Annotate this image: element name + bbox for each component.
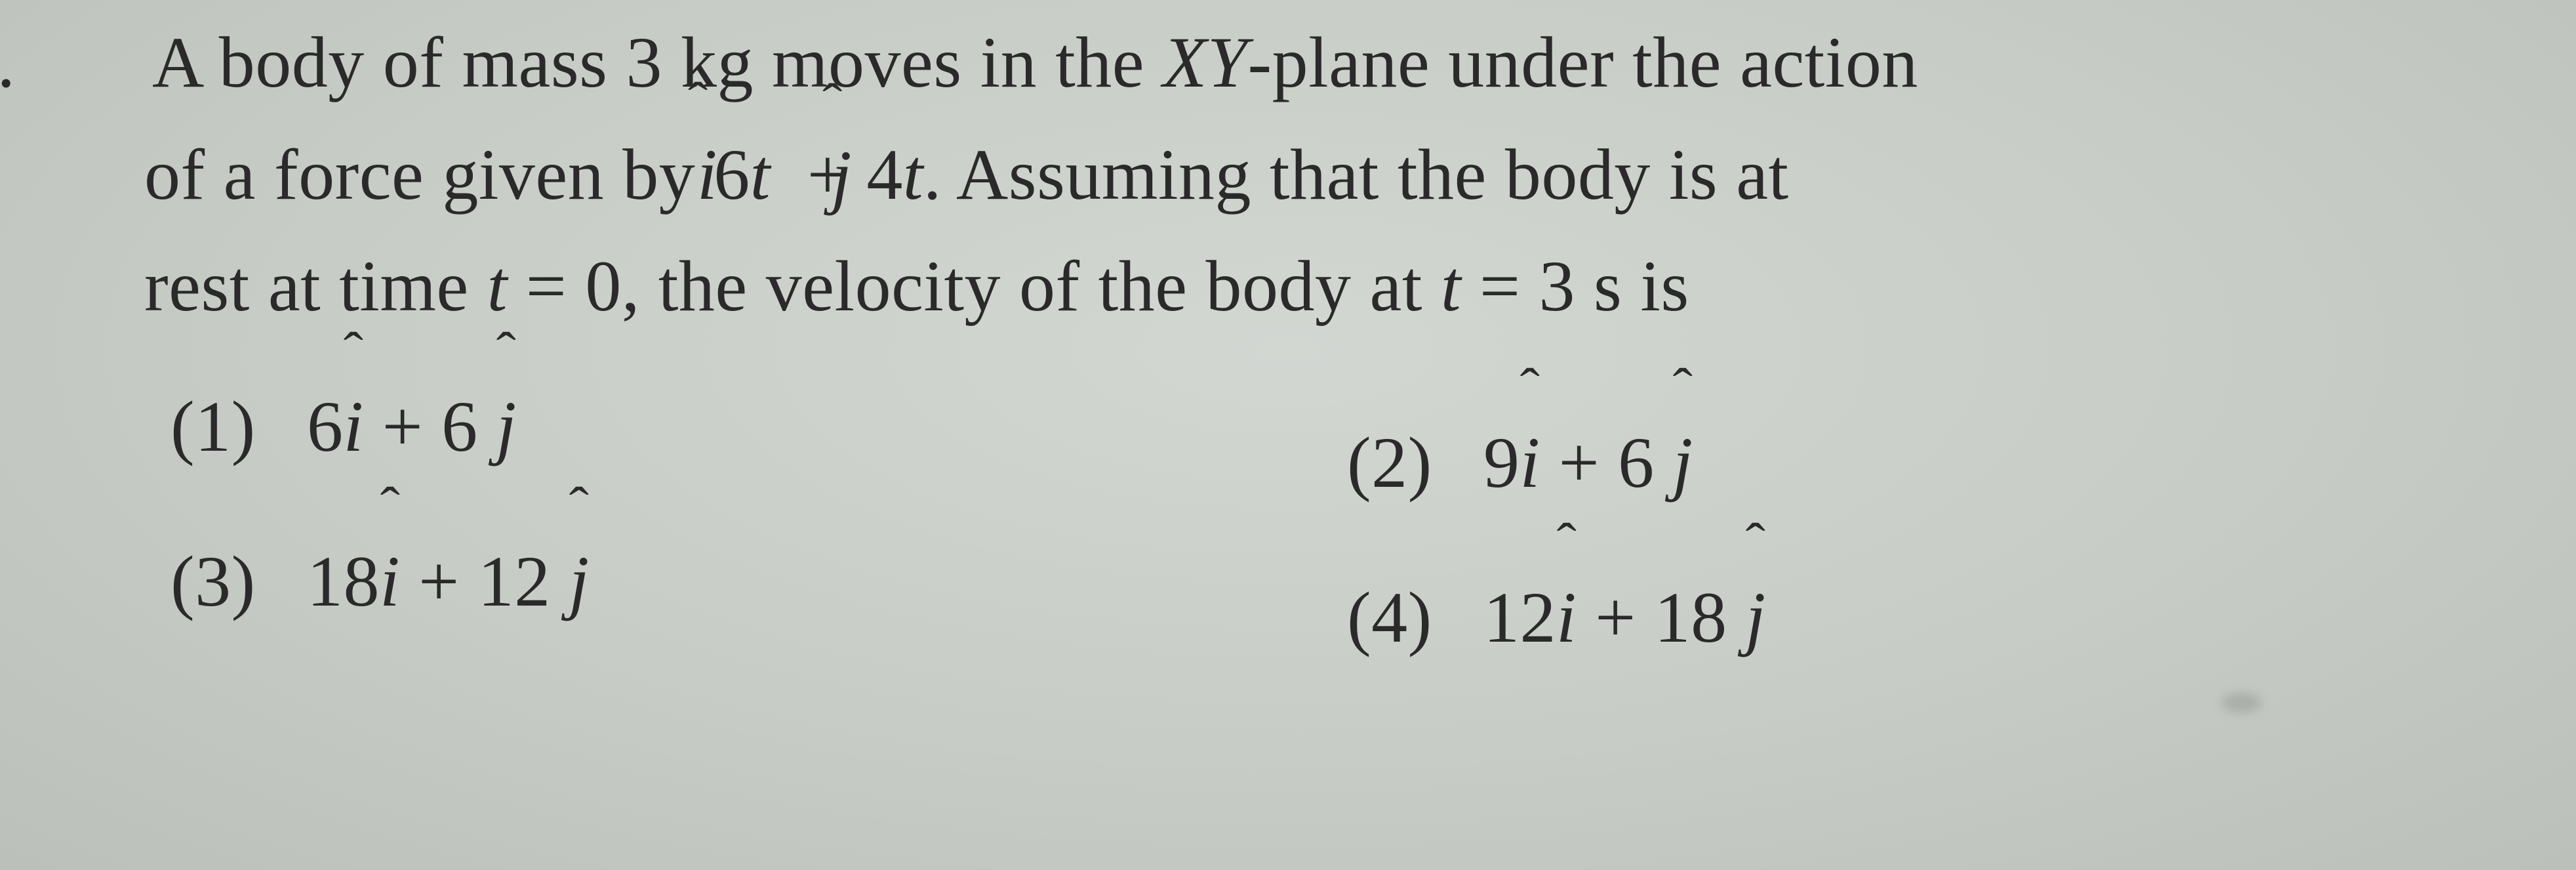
j-hat-icon: jˆ — [1673, 405, 1693, 520]
page: 2. A body of mass 3 kg moves in the XY-p… — [0, 0, 2576, 870]
stem-l3-post: = 3 s is — [1461, 246, 1689, 326]
option-3-a: 18 — [307, 541, 380, 621]
option-1: (1) 6iˆ + 6 jˆ — [171, 369, 1347, 484]
question-block: 2. A body of mass 3 kg moves in the XY-p… — [52, 7, 2524, 639]
option-plus: + — [400, 541, 478, 621]
stem-l2-post: . Assuming that the body is at — [923, 135, 1789, 215]
option-1-number: (1) — [171, 369, 289, 484]
stem-l3-t2: t — [1441, 246, 1461, 326]
options: (1) 6iˆ + 6 jˆ (2) 9iˆ + 6 jˆ (3) 18iˆ +… — [52, 369, 2524, 639]
j-hat-icon: jˆ — [569, 524, 590, 639]
i-hat-icon: iˆ — [380, 524, 400, 639]
option-plus: + — [364, 386, 442, 466]
stem-l1-xy: XY — [1163, 22, 1247, 102]
option-2-b: 6 — [1618, 423, 1655, 503]
i-hat-icon: iˆ — [1556, 560, 1577, 675]
option-1-b: 6 — [441, 386, 478, 466]
option-plus: + — [1577, 577, 1655, 657]
stem-l3-t: t — [487, 246, 508, 326]
stem-line-2: of a force given by 6t iˆ + 4tjˆ. Assumi… — [144, 119, 2524, 231]
option-2-a: 9 — [1483, 423, 1520, 503]
option-3: (3) 18iˆ + 12 jˆ — [171, 524, 1347, 639]
option-3-b: 12 — [478, 541, 551, 621]
question-stem: 2. A body of mass 3 kg moves in the XY-p… — [52, 7, 2524, 342]
option-3-number: (3) — [171, 524, 289, 639]
option-4: (4) 12iˆ + 18 jˆ — [1347, 560, 2524, 675]
option-4-a: 12 — [1483, 577, 1556, 657]
paper-smudge — [2222, 693, 2261, 713]
stem-plus: + — [789, 135, 867, 215]
question-number: 2. — [52, 7, 138, 119]
option-4-b: 18 — [1655, 577, 1727, 657]
option-4-number: (4) — [1347, 560, 1465, 675]
stem-l1-pre: A body of mass 3 kg moves in the — [152, 22, 1163, 102]
stem-l2-4t: 4t — [866, 135, 923, 215]
i-hat-icon: iˆ — [344, 369, 364, 484]
stem-l3-pre: rest at time — [144, 246, 487, 326]
i-hat-icon: iˆ — [1520, 405, 1540, 520]
option-row-2: (3) 18iˆ + 12 jˆ (4) 12iˆ + 18 jˆ — [171, 524, 2524, 639]
option-plus: + — [1540, 423, 1619, 503]
stem-l1-post: -plane under the action — [1247, 22, 1918, 102]
stem-l2-6t: 6t — [714, 135, 789, 215]
stem-line-1: 2. A body of mass 3 kg moves in the XY-p… — [144, 7, 2524, 119]
j-hat-icon: jˆ — [1746, 560, 1766, 675]
j-hat-icon: jˆ — [496, 369, 517, 484]
option-1-a: 6 — [307, 386, 344, 466]
option-row-1: (1) 6iˆ + 6 jˆ (2) 9iˆ + 6 jˆ — [171, 369, 2524, 484]
option-2-number: (2) — [1347, 405, 1465, 520]
stem-l2-pre: of a force given by — [144, 135, 714, 215]
option-2: (2) 9iˆ + 6 jˆ — [1347, 405, 2524, 520]
stem-l3-mid: = 0, the velocity of the body at — [508, 246, 1441, 326]
